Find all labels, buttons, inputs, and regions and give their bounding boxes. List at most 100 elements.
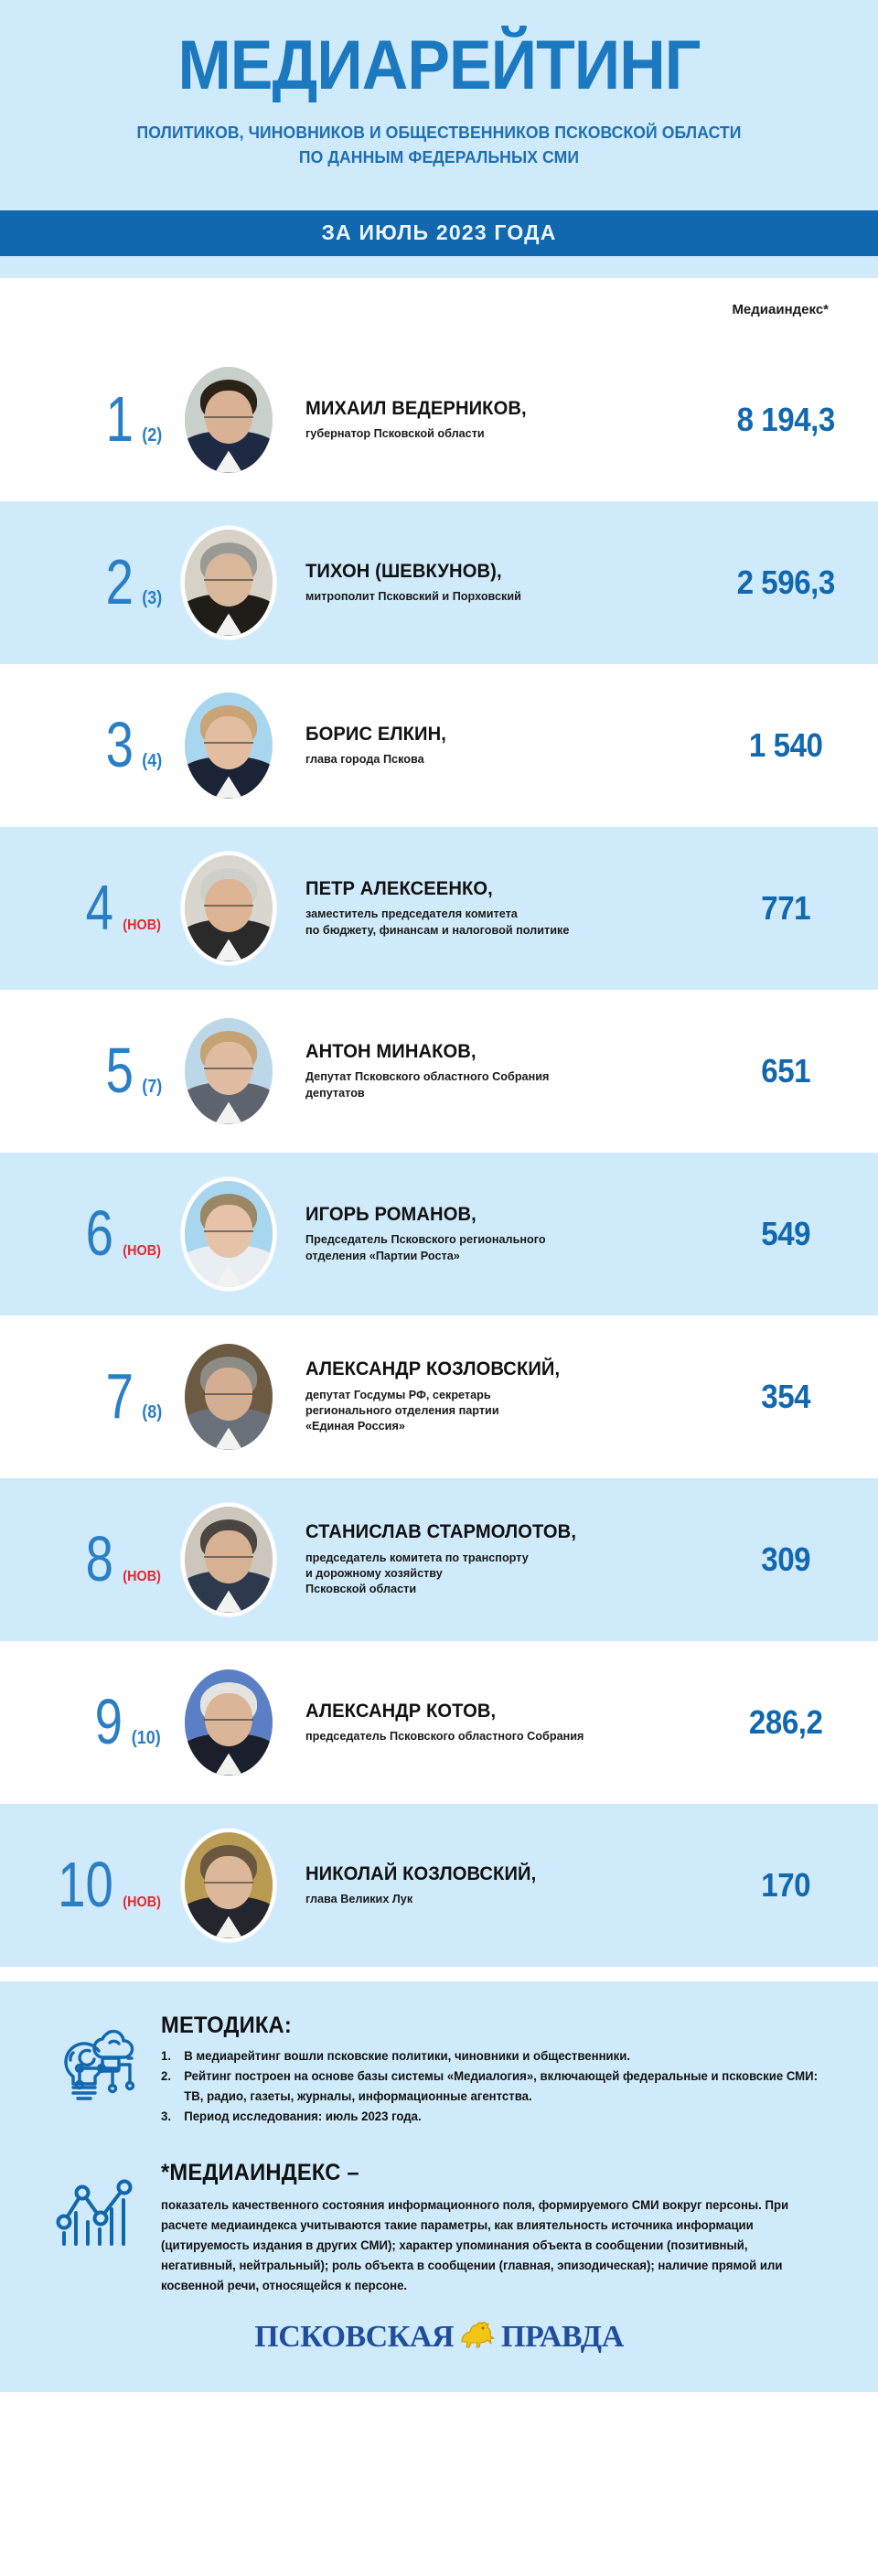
- avatar: [181, 1176, 276, 1291]
- rank-number: 4: [85, 872, 113, 944]
- table-row[interactable]: 3 (4) БОРИС ЕЛКИН, глава города Пскова 1 540: [0, 663, 878, 827]
- avatar-container: [174, 1828, 284, 1942]
- person-role: Председатель Псковского регионального от…: [305, 1232, 546, 1262]
- rank-block: 6 (НОВ): [0, 1201, 174, 1265]
- person-info: БОРИС ЕЛКИН, глава города Пскова: [284, 724, 709, 767]
- methodology-block: МЕТОДИКА: В медиарейтинг вошли псковские…: [0, 2012, 878, 2127]
- logo-word-pskovskaya: ПСКОВСКАЯ: [254, 2320, 454, 2355]
- table-row[interactable]: 6 (НОВ) ИГОРЬ РОМАНОВ, Председатель Псковск…: [0, 1152, 878, 1315]
- rank-number: 2: [105, 546, 134, 618]
- rank-block: 3 (4): [0, 709, 174, 781]
- rank-block: 9 (10): [0, 1686, 174, 1758]
- avatar: [181, 362, 276, 477]
- media-index-value: 651: [761, 1051, 811, 1089]
- person-role: митрополит Псковский и Порховский: [305, 588, 521, 603]
- person-info: АЛЕКСАНДР КОЗЛОВСКИЙ, депутат Госдумы РФ,…: [284, 1358, 709, 1433]
- person-info: СТАНИСЛАВ СТАРМОЛОТОВ, председатель комит…: [284, 1521, 709, 1596]
- rank-number: 5: [105, 1035, 134, 1107]
- avatar: [181, 525, 276, 639]
- rank-number: 1: [105, 383, 134, 456]
- date-banner-container: ЗА ИЮЛЬ 2023 ГОДА: [0, 195, 878, 278]
- rank-block: 5 (7): [0, 1035, 174, 1107]
- media-index-value: 170: [761, 1865, 811, 1904]
- person-info: ТИХОН (ШЕВКУНОВ), митрополит Псковский и …: [284, 561, 709, 605]
- rank-block: 4 (НОВ): [0, 872, 174, 944]
- avatar-container: [174, 1176, 284, 1291]
- person-name: ИГОРЬ РОМАНОВ,: [305, 1204, 476, 1226]
- person-info: ИГОРЬ РОМАНОВ, Председатель Псковского ре…: [284, 1204, 709, 1263]
- new-entry-badge: (НОВ): [123, 1243, 161, 1260]
- avatar-container: [174, 1339, 284, 1454]
- publisher-logo[interactable]: ПСКОВСКАЯ ПРАВДА: [0, 2295, 878, 2383]
- table-row[interactable]: 4 (НОВ) ПЕТР АЛЕКСЕЕНКО, заместитель предсе…: [0, 826, 878, 990]
- previous-rank: (7): [141, 1077, 162, 1098]
- person-role: депутат Госдумы РФ, секретарь региональн…: [305, 1387, 499, 1433]
- header-subtitle: ПОЛИТИКОВ, ЧИНОВНИКОВ И ОБЩЕСТВЕННИКОВ П…: [22, 121, 856, 170]
- table-row[interactable]: 5 (7) АНТОН МИНАКОВ, Депутат Псковского обл…: [0, 989, 878, 1153]
- avatar-brow: [204, 578, 253, 590]
- table-row[interactable]: 10 (НОВ) НИКОЛАЙ КОЗЛОВСКИЙ, глава Великих …: [0, 1803, 878, 1967]
- table-row[interactable]: 9 (10) АЛЕКСАНДР КОТОВ, председатель Псковс…: [0, 1640, 878, 1804]
- new-entry-badge: (НОВ): [123, 1569, 161, 1585]
- avatar-brow: [204, 1718, 253, 1730]
- avatar-container: [174, 1502, 284, 1616]
- line-bar-chart-icon: [33, 2160, 161, 2260]
- person-name: АЛЕКСАНДР КОЗЛОВСКИЙ,: [305, 1358, 561, 1380]
- avatar-brow: [204, 415, 253, 427]
- rank-block: 10 (НОВ): [0, 1849, 174, 1921]
- avatar-container: [174, 1014, 284, 1128]
- avatar-brow: [204, 1229, 253, 1241]
- new-entry-badge: (НОВ): [123, 918, 161, 934]
- media-index-value: 8 194,3: [736, 400, 836, 438]
- media-index-value: 286,2: [748, 1702, 823, 1741]
- mediaindex-block: *МЕДИАИНДЕКС – показатель качественного …: [0, 2160, 878, 2296]
- avatar-container: [174, 525, 284, 639]
- person-info: ПЕТР АЛЕКСЕЕНКО, заместитель председателя…: [284, 878, 709, 938]
- table-row[interactable]: 1 (2) МИХАИЛ ВЕДЕРНИКОВ, губернатор Псковск…: [0, 338, 878, 501]
- avatar: [181, 1339, 276, 1454]
- ranking-list: 1 (2) МИХАИЛ ВЕДЕРНИКОВ, губернатор Псковск…: [0, 338, 878, 1967]
- methodology-item: Период исследования: июль 2023 года.: [161, 2107, 422, 2127]
- rank-number: 10: [58, 1849, 113, 1921]
- media-index-value: 771: [761, 888, 811, 927]
- page-title: МЕДИАРЕЙТИНГ: [177, 27, 701, 104]
- media-index-value: 549: [761, 1214, 811, 1252]
- person-name: ТИХОН (ШЕВКУНОВ),: [305, 560, 502, 582]
- person-info: АНТОН МИНАКОВ, Депутат Псковского областн…: [284, 1041, 709, 1100]
- date-banner: ЗА ИЮЛЬ 2023 ГОДА: [0, 209, 878, 256]
- person-role: председатель Псковского областного Собра…: [305, 1728, 584, 1743]
- previous-rank: (4): [141, 751, 162, 772]
- person-role: губернатор Псковской области: [305, 425, 485, 440]
- mediaindex-title: *МЕДИАИНДЕКС –: [161, 2159, 359, 2185]
- media-index-value: 2 596,3: [736, 563, 836, 601]
- avatar: [181, 688, 276, 802]
- person-info: МИХАИЛ ВЕДЕРНИКОВ, губернатор Псковской о…: [284, 398, 709, 442]
- previous-rank: (8): [141, 1402, 162, 1423]
- mediaindex-body: *МЕДИАИНДЕКС – показатель качественного …: [161, 2160, 840, 2296]
- index-column-label: Медиаиндекс*: [732, 301, 829, 317]
- person-name: СТАНИСЛАВ СТАРМОЛОТОВ,: [305, 1521, 577, 1543]
- rank-number: 8: [85, 1523, 113, 1595]
- avatar: [181, 1665, 276, 1779]
- person-role: заместитель председателя комитета по бюд…: [305, 907, 570, 937]
- rank-block: 7 (8): [0, 1364, 174, 1428]
- avatar-brow: [204, 741, 253, 753]
- avatar-container: [174, 1665, 284, 1779]
- table-row[interactable]: 8 (НОВ) СТАНИСЛАВ СТАРМОЛОТОВ, председатель…: [0, 1477, 878, 1641]
- avatar-container: [174, 362, 284, 477]
- table-row[interactable]: 7 (8) АЛЕКСАНДР КОЗЛОВСКИЙ, депутат Госдумы…: [0, 1315, 878, 1478]
- rank-number: 3: [105, 709, 134, 781]
- avatar-brow: [204, 1555, 253, 1567]
- media-index-value: 354: [761, 1377, 811, 1415]
- table-row[interactable]: 2 (3) ТИХОН (ШЕВКУНОВ), митрополит Псковски…: [0, 500, 878, 664]
- person-name: МИХАИЛ ВЕДЕРНИКОВ,: [305, 397, 527, 419]
- person-info: НИКОЛАЙ КОЗЛОВСКИЙ, глава Великих Лук: [284, 1863, 709, 1907]
- previous-rank: (3): [141, 588, 162, 609]
- rank-block: 8 (НОВ): [0, 1523, 174, 1595]
- person-name: ПЕТР АЛЕКСЕЕНКО,: [305, 878, 493, 900]
- avatar-container: [174, 851, 284, 965]
- leopard-icon: [457, 2320, 498, 2356]
- rank-number: 9: [95, 1686, 123, 1758]
- person-role: председатель комитета по транспорту и до…: [305, 1550, 529, 1596]
- avatar-brow: [204, 1392, 253, 1404]
